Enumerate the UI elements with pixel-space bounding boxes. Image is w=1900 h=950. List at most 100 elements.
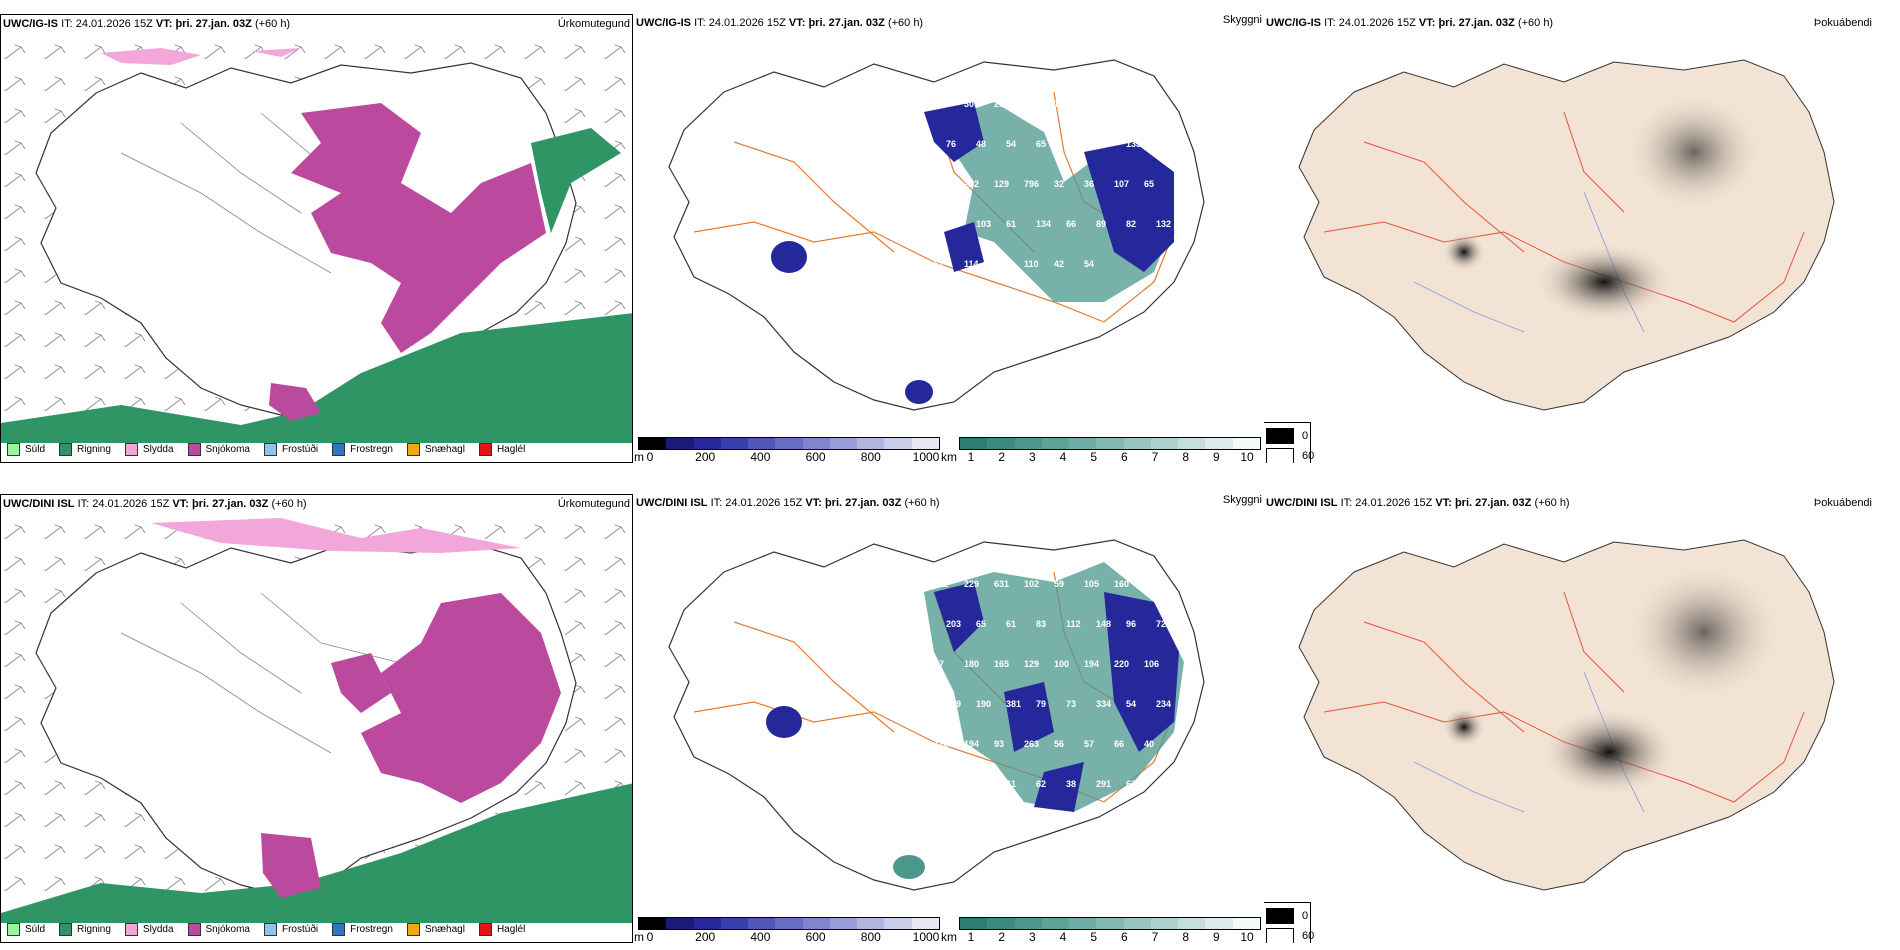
visibility-labels: 201 309 266 109 194 150 40 90 76 48 54 65 78 28 133 71 9…: [934, 99, 1171, 269]
colorbar-tick: 10: [1240, 450, 1254, 463]
visibility-value-label: 220: [1114, 659, 1129, 669]
panel-header: UWC/IG-IS IT: 24.01.2026 15Z VT: þri. 27…: [1266, 17, 1554, 29]
visibility-value-label: 48: [976, 139, 986, 149]
visibility-value-label: 93: [994, 739, 1004, 749]
colorbar-tick: 3: [1028, 930, 1036, 943]
visibility-value-label: 229: [964, 579, 979, 589]
colorbar-cell: [911, 438, 939, 449]
colorbar-cell: [693, 438, 721, 449]
visibility-value-label: 83: [1036, 619, 1046, 629]
precip-map: [1, 513, 632, 923]
visibility-value-label: 66: [1114, 739, 1124, 749]
legend-swatch: [478, 443, 492, 456]
fog-map: [1298, 59, 1835, 411]
visibility-panel-2: UWC/DINI ISL IT: 24.01.2026 15Z VT: þri.…: [634, 494, 1264, 943]
ceiling-field: [893, 855, 925, 879]
colorbar-cell: [1069, 918, 1097, 929]
panel-type-label: Úrkomutegund: [557, 498, 630, 510]
colorbar-tick: 800: [860, 930, 881, 943]
colorbar-tick: 9: [1212, 930, 1220, 943]
visibility-value-label: 62: [934, 259, 944, 269]
colorbar-cell: [1178, 918, 1206, 929]
legend-item: Snæhagl: [406, 443, 465, 456]
visibility-value-label: 54: [1084, 259, 1094, 269]
legend-swatch: [263, 443, 277, 456]
colorbar-tick: 2: [998, 930, 1005, 943]
visibility-value-label: 309: [964, 99, 979, 109]
snow-area: [269, 383, 321, 421]
legend-item: Snjókoma: [187, 443, 250, 456]
visibility-value-label: 61: [1006, 779, 1016, 789]
legend-item: Slydda: [124, 443, 174, 456]
legend-item: Frostregn: [332, 443, 393, 456]
colorbar-tick: 4: [1059, 450, 1067, 463]
visibility-value-label: 252: [964, 179, 979, 189]
colorbar-tick: 8: [1182, 930, 1189, 943]
ceiling-field: [934, 582, 1179, 812]
visibility-value-label: 381: [1006, 699, 1021, 709]
colorbar-cell: [1069, 438, 1097, 449]
snow-area: [331, 653, 391, 713]
colorbar-tick: 200: [695, 450, 716, 463]
colorbar-tick: 400: [750, 930, 771, 943]
visibility-value-label: 89: [1096, 219, 1106, 229]
visibility-value-label: 28: [1096, 139, 1106, 149]
visibility-value-label: 105: [1084, 579, 1099, 589]
visibility-value-label: 66: [1066, 219, 1076, 229]
panel-header: UWC/IG-IS IT: 24.01.2026 15Z VT: þri. 27…: [3, 18, 291, 30]
visibility-value-label: 73: [1066, 699, 1076, 709]
colorbar-tick: 6: [1120, 450, 1128, 463]
visibility-value-label: 266: [994, 99, 1009, 109]
legend-swatch: [478, 923, 492, 936]
legend-item: Haglél: [478, 443, 525, 456]
visibility-value-label: 78: [1066, 139, 1076, 149]
colorbar-cell: [720, 438, 749, 449]
fog-field: [1534, 242, 1674, 322]
panel-type-label: Skyggni: [1222, 14, 1262, 26]
colorbar-cell: [1205, 438, 1233, 449]
ceiling-unit: m: [634, 450, 644, 463]
snow-area: [291, 103, 546, 353]
precip-legend: Súld Rigning Slydda Snjókoma Frostúði Fr…: [7, 443, 539, 456]
legend-swatch: [7, 443, 20, 456]
visibility-value-label: 61: [1006, 219, 1016, 229]
colorbar-cell: [775, 438, 803, 449]
visibility-value-label: 109: [1024, 99, 1039, 109]
ceiling-field: [905, 380, 933, 404]
precip-legend: Súld Rigning Slydda Snjókoma Frostúði Fr…: [7, 923, 539, 936]
legend-item: Slydda: [124, 923, 174, 936]
visibility-value-label: 112: [1066, 619, 1081, 629]
visibility-value-label: 106: [1144, 659, 1159, 669]
visibility-value-label: 96: [1126, 619, 1136, 629]
visibility-colorbar: [959, 437, 1261, 450]
colorbar-tick: 6: [1120, 930, 1128, 943]
visibility-value-label: 59: [1054, 579, 1064, 589]
colorbar-cell: [720, 918, 749, 929]
legend-item: Frostúði: [263, 923, 318, 936]
visibility-value-label: 194: [964, 739, 979, 749]
visibility-value-label: 54: [1126, 699, 1136, 709]
fog-field: [1539, 707, 1679, 797]
colorbar-tick: 2: [998, 450, 1005, 463]
colorbar-cell: [829, 438, 858, 449]
rain-area: [1, 313, 632, 443]
visibility-value-label: 54: [1006, 139, 1016, 149]
legend-item: Rigning: [59, 443, 111, 456]
visibility-value-label: 61: [1006, 619, 1016, 629]
colorbar-tick: 5: [1090, 930, 1097, 943]
rain-area: [1, 783, 632, 923]
legend-item: Haglél: [478, 923, 525, 936]
colorbar-tick: 7: [1151, 450, 1159, 463]
visibility-value-label: 71: [1156, 139, 1166, 149]
colorbar-tick: 1000: [912, 930, 940, 943]
colorbar-tick: 1000: [912, 450, 940, 463]
colorbar-cell: [639, 918, 667, 929]
legend-swatch: [124, 923, 138, 936]
ceiling-field: [766, 706, 802, 738]
visibility-value-label: 79: [1036, 699, 1046, 709]
legend-item: Snæhagl: [406, 923, 465, 936]
colorbar-cell: [802, 438, 830, 449]
visibility-value-label: 129: [946, 699, 961, 709]
fog-swatch: [1266, 908, 1294, 924]
colorbar-tick: 400: [750, 450, 771, 463]
